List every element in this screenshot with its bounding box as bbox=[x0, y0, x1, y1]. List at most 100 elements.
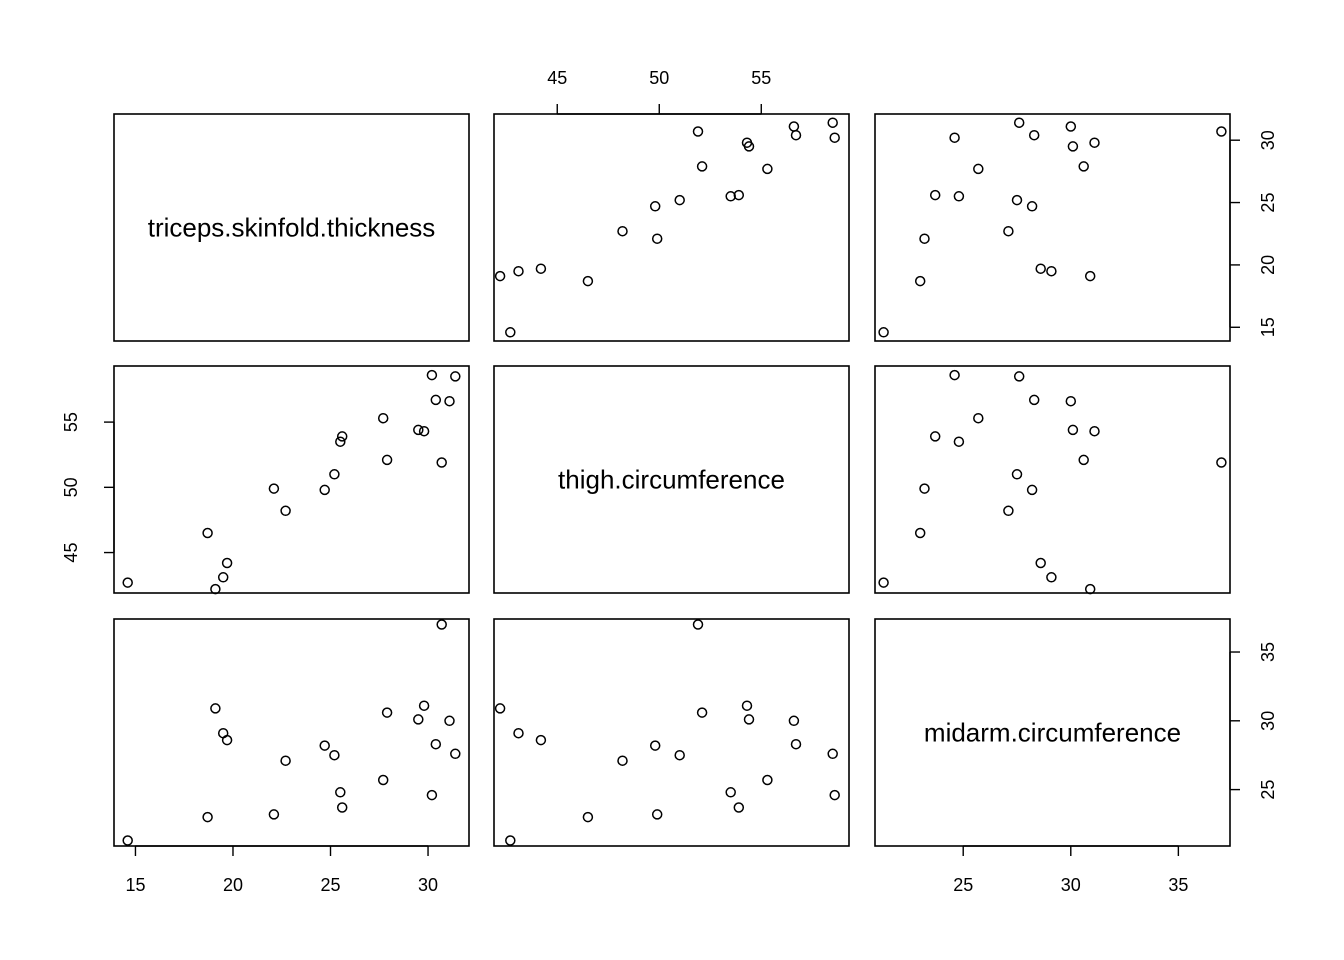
data-point bbox=[1216, 457, 1227, 468]
data-point bbox=[1013, 371, 1025, 382]
data-point bbox=[929, 431, 941, 442]
data-point bbox=[210, 703, 221, 714]
data-point bbox=[513, 265, 524, 277]
tick-label: 35 bbox=[1168, 875, 1188, 895]
panel-triceps-skinfold-thickness-vs-midarm-circumference bbox=[874, 113, 1231, 342]
data-point bbox=[377, 774, 389, 786]
data-point bbox=[450, 371, 461, 382]
data-point bbox=[1078, 161, 1089, 172]
panel-frame bbox=[113, 113, 470, 342]
data-point bbox=[1026, 484, 1038, 496]
y-axis-right-triceps-skinfold-thickness: 15 20 25 30 bbox=[1229, 130, 1278, 337]
data-point bbox=[377, 412, 389, 424]
data-point bbox=[1035, 557, 1046, 569]
data-point bbox=[914, 275, 926, 287]
data-point bbox=[381, 707, 393, 718]
x-axis-top-thigh-circumference: 45 50 55 bbox=[547, 68, 771, 115]
data-point bbox=[829, 789, 840, 801]
data-point bbox=[1003, 505, 1014, 517]
data-point bbox=[335, 436, 346, 447]
data-point bbox=[582, 275, 594, 287]
data-point bbox=[725, 191, 736, 202]
tick-label: 55 bbox=[751, 68, 771, 88]
tick-label: 50 bbox=[649, 68, 669, 88]
data-point bbox=[649, 740, 661, 751]
tick-label: 15 bbox=[125, 875, 145, 895]
tick-label: 25 bbox=[953, 875, 973, 895]
data-point bbox=[827, 748, 838, 760]
data-point bbox=[953, 191, 965, 202]
data-point bbox=[426, 369, 438, 381]
data-point bbox=[1065, 395, 1077, 407]
panel-midarm-circumference-vs-thigh-circumference bbox=[493, 618, 850, 847]
data-point bbox=[268, 483, 280, 494]
data-point bbox=[829, 132, 840, 143]
data-point bbox=[762, 163, 773, 175]
panel-midarm-circumference-vs-triceps-skinfold-thickness bbox=[113, 618, 470, 847]
data-point bbox=[122, 577, 133, 588]
data-point bbox=[418, 700, 430, 711]
data-point bbox=[692, 126, 704, 137]
data-point bbox=[221, 734, 233, 746]
data-point bbox=[827, 117, 838, 128]
panel-triceps-skinfold-thickness-vs-thigh-circumference bbox=[493, 113, 850, 342]
tick-label: 50 bbox=[61, 477, 81, 497]
tick-label: 30 bbox=[1258, 711, 1278, 731]
data-point bbox=[494, 703, 506, 714]
data-point bbox=[413, 424, 424, 436]
data-point bbox=[217, 572, 229, 583]
panel-triceps-skinfold-thickness-vs-triceps-skinfold-thickness: triceps.skinfold.thickness bbox=[113, 113, 470, 342]
panel-thigh-circumference-vs-midarm-circumference bbox=[874, 365, 1231, 595]
tick-label: 30 bbox=[1061, 875, 1081, 895]
data-point bbox=[674, 749, 685, 761]
data-point bbox=[319, 740, 330, 751]
panel-frame bbox=[493, 365, 850, 594]
data-point bbox=[1089, 137, 1100, 148]
data-point bbox=[122, 835, 133, 846]
tick-label: 25 bbox=[1258, 193, 1278, 213]
tick-label: 30 bbox=[1258, 130, 1278, 150]
data-point bbox=[649, 201, 661, 212]
data-point bbox=[430, 394, 442, 406]
data-point bbox=[329, 469, 340, 480]
data-point bbox=[336, 431, 348, 442]
tick-label: 25 bbox=[320, 875, 340, 895]
data-point bbox=[418, 425, 430, 437]
data-point bbox=[1067, 424, 1079, 436]
data-point bbox=[949, 369, 960, 381]
panel-frame bbox=[493, 618, 850, 847]
data-point bbox=[914, 527, 926, 539]
data-point bbox=[1028, 129, 1040, 141]
data-point bbox=[280, 505, 291, 517]
data-point bbox=[741, 700, 753, 711]
data-point bbox=[268, 809, 280, 820]
data-point bbox=[513, 727, 524, 739]
tick-label: 45 bbox=[61, 543, 81, 563]
y-axis-left-thigh-circumference: 45 50 55 bbox=[61, 412, 115, 563]
panel-frame bbox=[113, 618, 470, 847]
data-point bbox=[733, 802, 745, 813]
data-point bbox=[725, 787, 736, 798]
data-point bbox=[444, 715, 455, 727]
panel-frame bbox=[874, 113, 1231, 342]
tick-label: 15 bbox=[1258, 317, 1278, 337]
tick-label: 30 bbox=[418, 875, 438, 895]
data-point bbox=[221, 557, 233, 569]
panel-frame bbox=[493, 113, 850, 342]
data-point bbox=[973, 412, 984, 424]
variable-label: thigh.circumference bbox=[558, 465, 785, 495]
data-point bbox=[505, 327, 516, 338]
tick-label: 20 bbox=[1258, 255, 1278, 275]
x-axis-bottom-triceps-skinfold-thickness: 15 20 25 30 bbox=[125, 845, 438, 895]
tick-label: 45 bbox=[547, 68, 567, 88]
data-point bbox=[319, 484, 330, 496]
data-point bbox=[762, 774, 773, 786]
data-point bbox=[696, 161, 708, 172]
data-point bbox=[790, 738, 802, 750]
variable-label: midarm.circumference bbox=[924, 718, 1181, 748]
data-point bbox=[1084, 270, 1096, 282]
tick-label: 20 bbox=[223, 875, 243, 895]
data-point bbox=[202, 527, 213, 539]
data-point bbox=[1035, 263, 1046, 274]
data-point bbox=[280, 755, 291, 766]
